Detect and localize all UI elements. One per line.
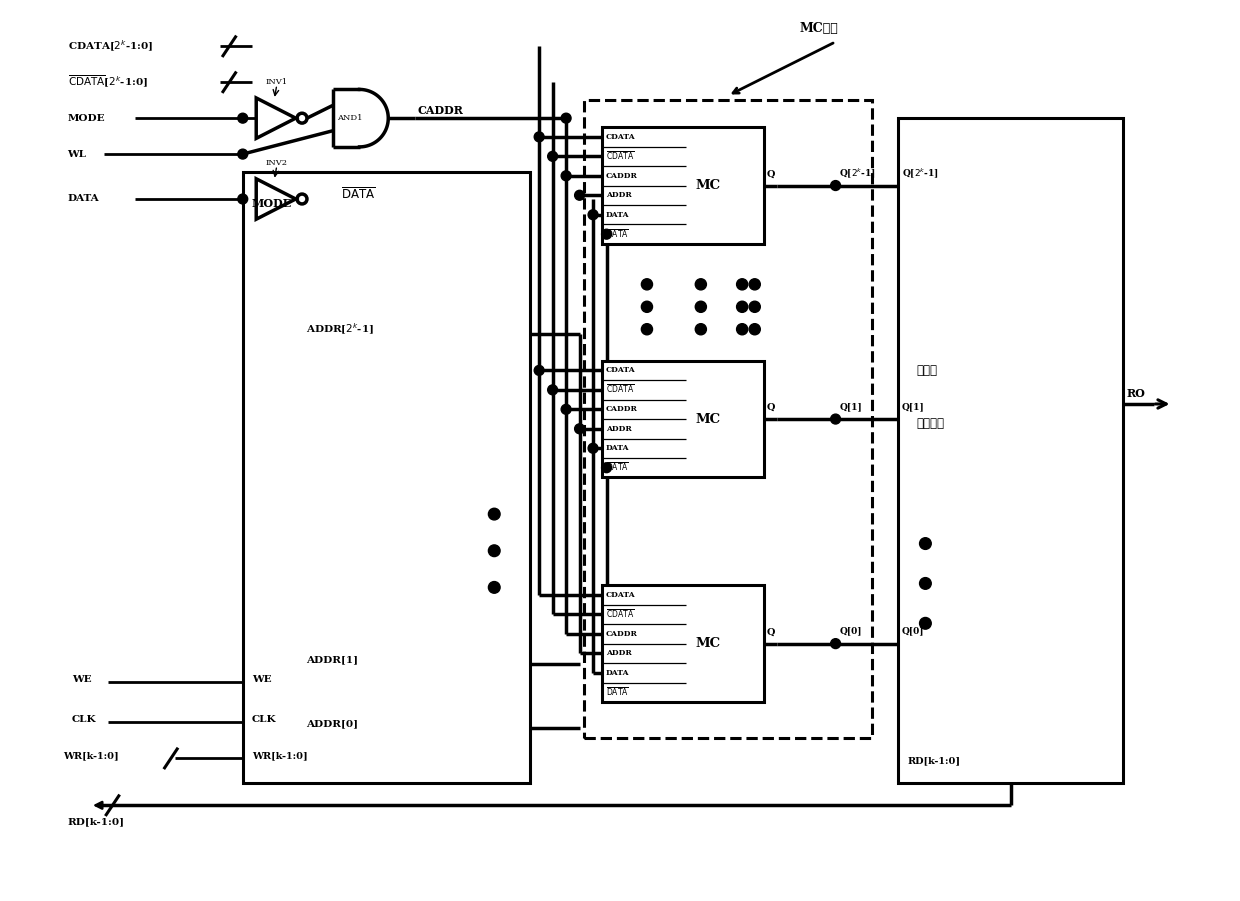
Circle shape bbox=[588, 210, 598, 220]
Text: RD[k-1:0]: RD[k-1:0] bbox=[68, 817, 124, 826]
Text: $\overline{\rm DATA}$: $\overline{\rm DATA}$ bbox=[341, 187, 376, 203]
Circle shape bbox=[238, 114, 248, 123]
Circle shape bbox=[238, 194, 248, 204]
Circle shape bbox=[737, 301, 748, 313]
Circle shape bbox=[489, 581, 500, 593]
Text: MC: MC bbox=[696, 413, 720, 425]
Text: WL: WL bbox=[68, 150, 87, 159]
Text: DATA: DATA bbox=[605, 444, 629, 452]
Text: CLK: CLK bbox=[252, 714, 277, 724]
Text: ADDR[1]: ADDR[1] bbox=[305, 655, 357, 664]
Text: $\overline{\rm DATA}$: $\overline{\rm DATA}$ bbox=[605, 687, 629, 698]
Circle shape bbox=[548, 151, 558, 161]
Circle shape bbox=[601, 463, 611, 473]
Circle shape bbox=[641, 323, 652, 335]
Circle shape bbox=[696, 301, 707, 313]
Text: MC: MC bbox=[696, 637, 720, 651]
Circle shape bbox=[489, 545, 500, 557]
Circle shape bbox=[831, 414, 841, 424]
Text: $\overline{\rm CDATA}$: $\overline{\rm CDATA}$ bbox=[605, 150, 634, 162]
Circle shape bbox=[749, 278, 760, 290]
Circle shape bbox=[534, 132, 544, 141]
Text: WR[k-1:0]: WR[k-1:0] bbox=[252, 751, 308, 760]
Text: RO: RO bbox=[1127, 387, 1146, 399]
Text: Q[1]: Q[1] bbox=[839, 402, 862, 411]
Bar bbox=[603, 127, 764, 244]
Circle shape bbox=[641, 301, 652, 313]
Text: MODE: MODE bbox=[252, 198, 291, 209]
Text: Q[1]: Q[1] bbox=[901, 402, 925, 411]
Circle shape bbox=[920, 538, 931, 550]
Text: MC阵列: MC阵列 bbox=[800, 22, 838, 35]
Text: 读操作: 读操作 bbox=[916, 364, 937, 378]
Circle shape bbox=[601, 229, 611, 239]
Text: WE: WE bbox=[252, 675, 272, 684]
Circle shape bbox=[831, 639, 841, 649]
Circle shape bbox=[562, 405, 572, 414]
Circle shape bbox=[831, 180, 841, 190]
Text: Q: Q bbox=[766, 627, 775, 636]
Text: DATA: DATA bbox=[68, 195, 99, 204]
Text: $\overline{\rm CDATA}$[$2^k$-1:0]: $\overline{\rm CDATA}$[$2^k$-1:0] bbox=[68, 74, 148, 90]
Bar bbox=[603, 586, 764, 702]
Text: ADDR[0]: ADDR[0] bbox=[305, 719, 357, 728]
Text: Q: Q bbox=[766, 169, 775, 178]
Text: Q[0]: Q[0] bbox=[839, 626, 862, 635]
Text: Q[0]: Q[0] bbox=[901, 626, 925, 635]
Text: $\overline{\rm CDATA}$: $\overline{\rm CDATA}$ bbox=[605, 608, 634, 621]
Bar bbox=[899, 118, 1123, 783]
Circle shape bbox=[737, 323, 748, 335]
Circle shape bbox=[238, 150, 248, 159]
Text: ADDR: ADDR bbox=[605, 191, 631, 199]
Text: AND1: AND1 bbox=[337, 114, 362, 123]
Circle shape bbox=[574, 423, 584, 433]
Text: CADDR: CADDR bbox=[605, 172, 637, 180]
Circle shape bbox=[489, 508, 500, 520]
Text: CADDR: CADDR bbox=[605, 630, 637, 638]
Text: CLK: CLK bbox=[72, 714, 97, 724]
Circle shape bbox=[749, 301, 760, 313]
Bar bbox=[603, 360, 764, 478]
Text: ADDR[$2^k$-1]: ADDR[$2^k$-1] bbox=[305, 322, 373, 337]
Circle shape bbox=[588, 443, 598, 453]
Text: $\overline{\rm CDATA}$: $\overline{\rm CDATA}$ bbox=[605, 384, 634, 396]
Text: ADDR: ADDR bbox=[605, 424, 631, 432]
Circle shape bbox=[574, 190, 584, 200]
Bar bbox=[243, 172, 531, 783]
Text: CDATA: CDATA bbox=[605, 591, 635, 599]
Circle shape bbox=[548, 385, 558, 395]
Text: WE: WE bbox=[72, 675, 92, 684]
Text: ADDR: ADDR bbox=[605, 650, 631, 658]
Circle shape bbox=[737, 278, 748, 290]
Text: CDATA: CDATA bbox=[605, 132, 635, 141]
Text: CADDR: CADDR bbox=[605, 405, 637, 414]
Circle shape bbox=[920, 578, 931, 589]
Circle shape bbox=[696, 278, 707, 290]
Text: CDATA[$2^k$-1:0]: CDATA[$2^k$-1:0] bbox=[68, 39, 153, 54]
Circle shape bbox=[696, 323, 707, 335]
Circle shape bbox=[562, 171, 572, 181]
Text: Q[$2^k$-1]: Q[$2^k$-1] bbox=[901, 166, 939, 180]
Text: DATA: DATA bbox=[605, 211, 629, 219]
Text: WR[k-1:0]: WR[k-1:0] bbox=[63, 751, 119, 760]
Text: $\overline{\rm DATA}$: $\overline{\rm DATA}$ bbox=[605, 228, 629, 241]
Text: 控制模块: 控制模块 bbox=[916, 417, 945, 431]
Text: MC: MC bbox=[696, 179, 720, 192]
Bar bbox=[584, 100, 872, 738]
Text: INV2: INV2 bbox=[265, 159, 288, 167]
Text: Q[$2^k$-1]: Q[$2^k$-1] bbox=[839, 166, 877, 180]
Text: $\overline{\rm DATA}$: $\overline{\rm DATA}$ bbox=[605, 461, 629, 474]
Circle shape bbox=[749, 323, 760, 335]
Text: CADDR: CADDR bbox=[417, 105, 463, 116]
Text: INV1: INV1 bbox=[265, 77, 288, 86]
Circle shape bbox=[562, 114, 572, 123]
Text: Q: Q bbox=[766, 403, 775, 412]
Circle shape bbox=[534, 366, 544, 376]
Text: DATA: DATA bbox=[605, 669, 629, 677]
Text: MODE: MODE bbox=[68, 114, 105, 123]
Circle shape bbox=[920, 617, 931, 629]
Text: CDATA: CDATA bbox=[605, 367, 635, 375]
Circle shape bbox=[641, 278, 652, 290]
Text: RD[k-1:0]: RD[k-1:0] bbox=[908, 756, 961, 765]
